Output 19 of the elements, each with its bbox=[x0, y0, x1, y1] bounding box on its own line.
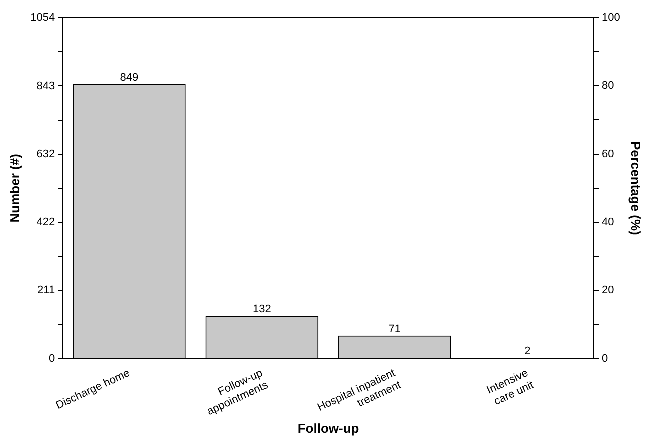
y2-tick-label: 80 bbox=[602, 80, 614, 92]
y2-axis-title: Percentage (%) bbox=[628, 141, 644, 236]
y-tick-label: 211 bbox=[38, 284, 56, 297]
y2-tick-label: 40 bbox=[602, 216, 614, 229]
data-label: 2 bbox=[524, 346, 531, 358]
y-tick-label: 843 bbox=[36, 80, 56, 92]
y2-tick-label: 60 bbox=[602, 148, 614, 160]
x-axis-title: Follow-up bbox=[298, 420, 360, 436]
y-tick-label: 1054 bbox=[30, 12, 56, 24]
data-label: 71 bbox=[388, 323, 402, 336]
y-tick-label: 632 bbox=[36, 148, 56, 160]
y-axis-title: Number (#) bbox=[7, 154, 22, 223]
data-label: 849 bbox=[120, 72, 139, 84]
y2-tick-label: 0 bbox=[602, 352, 608, 365]
y-tick-label: 422 bbox=[36, 216, 56, 228]
data-label: 132 bbox=[253, 304, 272, 316]
y-tick-label: 0 bbox=[48, 352, 56, 365]
y2-tick-label: 20 bbox=[602, 284, 614, 297]
y2-tick-label: 100 bbox=[602, 12, 620, 24]
